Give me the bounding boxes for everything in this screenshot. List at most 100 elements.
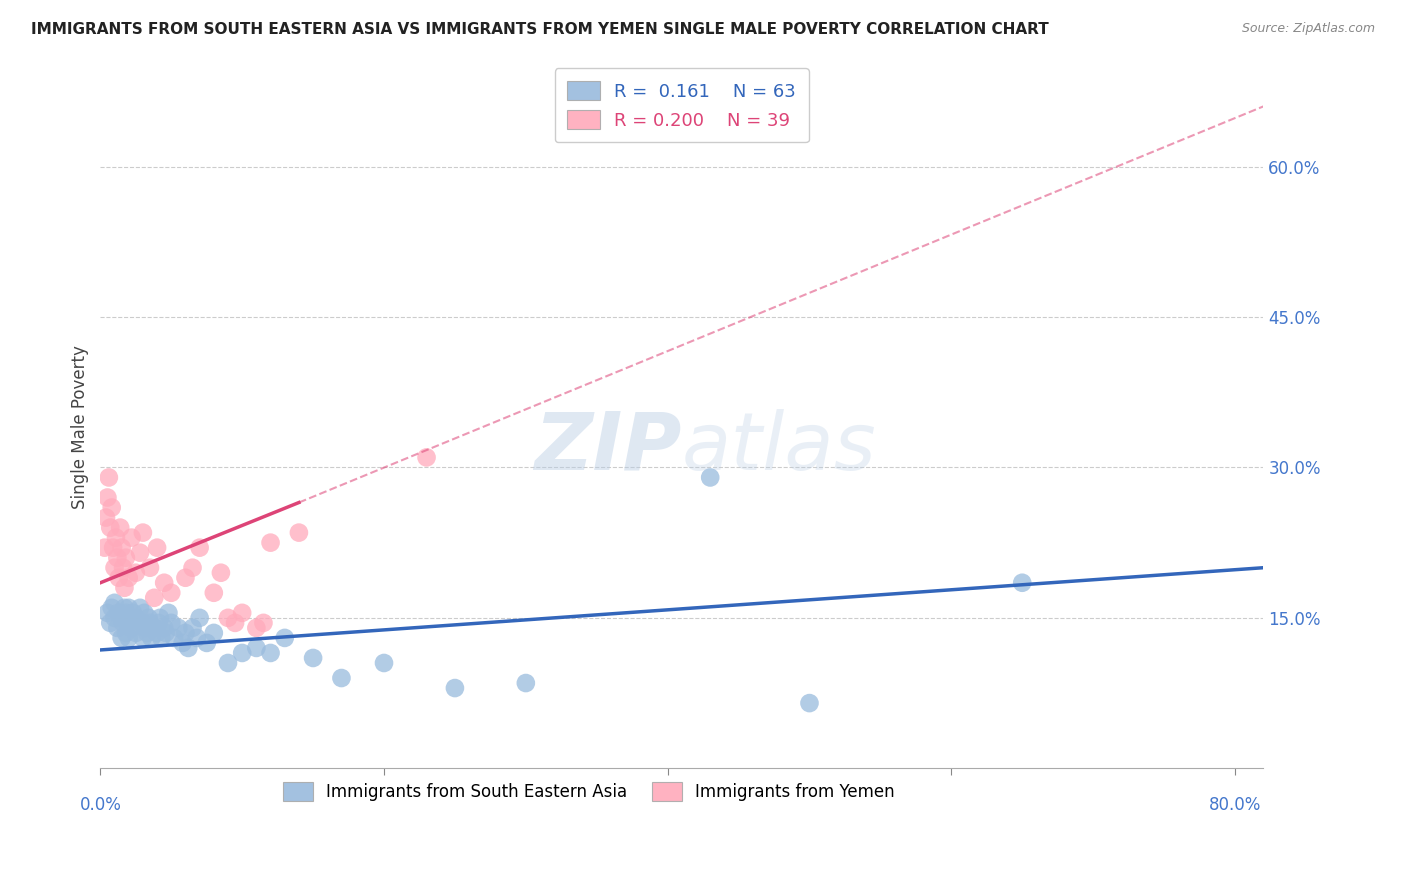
Point	[114, 581, 136, 595]
Text: IMMIGRANTS FROM SOUTH EASTERN ASIA VS IMMIGRANTS FROM YEMEN SINGLE MALE POVERTY : IMMIGRANTS FROM SOUTH EASTERN ASIA VS IM…	[31, 22, 1049, 37]
Point	[115, 626, 138, 640]
Point	[177, 640, 200, 655]
Point	[153, 575, 176, 590]
Point	[274, 631, 297, 645]
Point	[111, 541, 134, 555]
Point	[186, 631, 208, 645]
Point	[143, 591, 166, 605]
Point	[202, 586, 225, 600]
Point	[132, 615, 155, 630]
Point	[112, 560, 135, 574]
Point	[125, 566, 148, 580]
Point	[129, 600, 152, 615]
Point	[121, 621, 143, 635]
Point	[415, 450, 437, 465]
Point	[105, 621, 128, 635]
Point	[799, 696, 821, 710]
Point	[105, 550, 128, 565]
Point	[143, 621, 166, 635]
Text: 80.0%: 80.0%	[1209, 797, 1261, 814]
Point	[259, 646, 281, 660]
Point	[96, 491, 118, 505]
Point	[115, 550, 138, 565]
Point	[245, 640, 267, 655]
Point	[209, 566, 232, 580]
Point	[202, 626, 225, 640]
Point	[121, 531, 143, 545]
Point	[132, 525, 155, 540]
Point	[153, 621, 176, 635]
Point	[118, 600, 141, 615]
Point	[94, 510, 117, 524]
Point	[148, 615, 170, 630]
Point	[373, 656, 395, 670]
Point	[149, 611, 172, 625]
Point	[139, 615, 162, 630]
Point	[231, 606, 253, 620]
Point	[101, 541, 124, 555]
Point	[288, 525, 311, 540]
Point	[141, 631, 163, 645]
Point	[330, 671, 353, 685]
Point	[135, 621, 157, 635]
Text: 0.0%: 0.0%	[79, 797, 121, 814]
Point	[100, 500, 122, 515]
Point	[104, 531, 127, 545]
Point	[146, 626, 169, 640]
Point	[120, 611, 142, 625]
Point	[174, 571, 197, 585]
Point	[122, 606, 145, 620]
Point	[97, 470, 120, 484]
Point	[699, 470, 721, 484]
Point	[163, 631, 186, 645]
Point	[118, 571, 141, 585]
Text: ZIP: ZIP	[534, 409, 682, 487]
Point	[129, 546, 152, 560]
Point	[103, 596, 125, 610]
Point	[93, 541, 115, 555]
Point	[167, 621, 190, 635]
Point	[107, 571, 129, 585]
Point	[103, 611, 125, 625]
Text: Source: ZipAtlas.com: Source: ZipAtlas.com	[1241, 22, 1375, 36]
Point	[245, 621, 267, 635]
Point	[100, 600, 122, 615]
Point	[217, 656, 239, 670]
Point	[444, 681, 467, 695]
Point	[259, 535, 281, 549]
Point	[155, 626, 177, 640]
Text: atlas: atlas	[682, 409, 876, 487]
Point	[224, 615, 246, 630]
Point	[103, 560, 125, 574]
Point	[107, 606, 129, 620]
Point	[302, 651, 325, 665]
Point	[112, 615, 135, 630]
Point	[146, 541, 169, 555]
Point	[172, 636, 194, 650]
Point	[136, 626, 159, 640]
Point	[125, 611, 148, 625]
Point	[195, 636, 218, 650]
Point	[160, 615, 183, 630]
Point	[181, 621, 204, 635]
Point	[217, 611, 239, 625]
Point	[132, 631, 155, 645]
Point	[111, 611, 134, 625]
Point	[114, 600, 136, 615]
Point	[181, 560, 204, 574]
Y-axis label: Single Male Poverty: Single Male Poverty	[72, 345, 89, 509]
Point	[231, 646, 253, 660]
Point	[174, 626, 197, 640]
Point	[118, 631, 141, 645]
Point	[515, 676, 537, 690]
Point	[96, 606, 118, 620]
Point	[98, 520, 121, 534]
Point	[188, 541, 211, 555]
Point	[125, 626, 148, 640]
Point	[98, 615, 121, 630]
Point	[111, 631, 134, 645]
Legend: Immigrants from South Eastern Asia, Immigrants from Yemen: Immigrants from South Eastern Asia, Immi…	[273, 772, 905, 811]
Point	[188, 611, 211, 625]
Point	[1011, 575, 1033, 590]
Point	[115, 606, 138, 620]
